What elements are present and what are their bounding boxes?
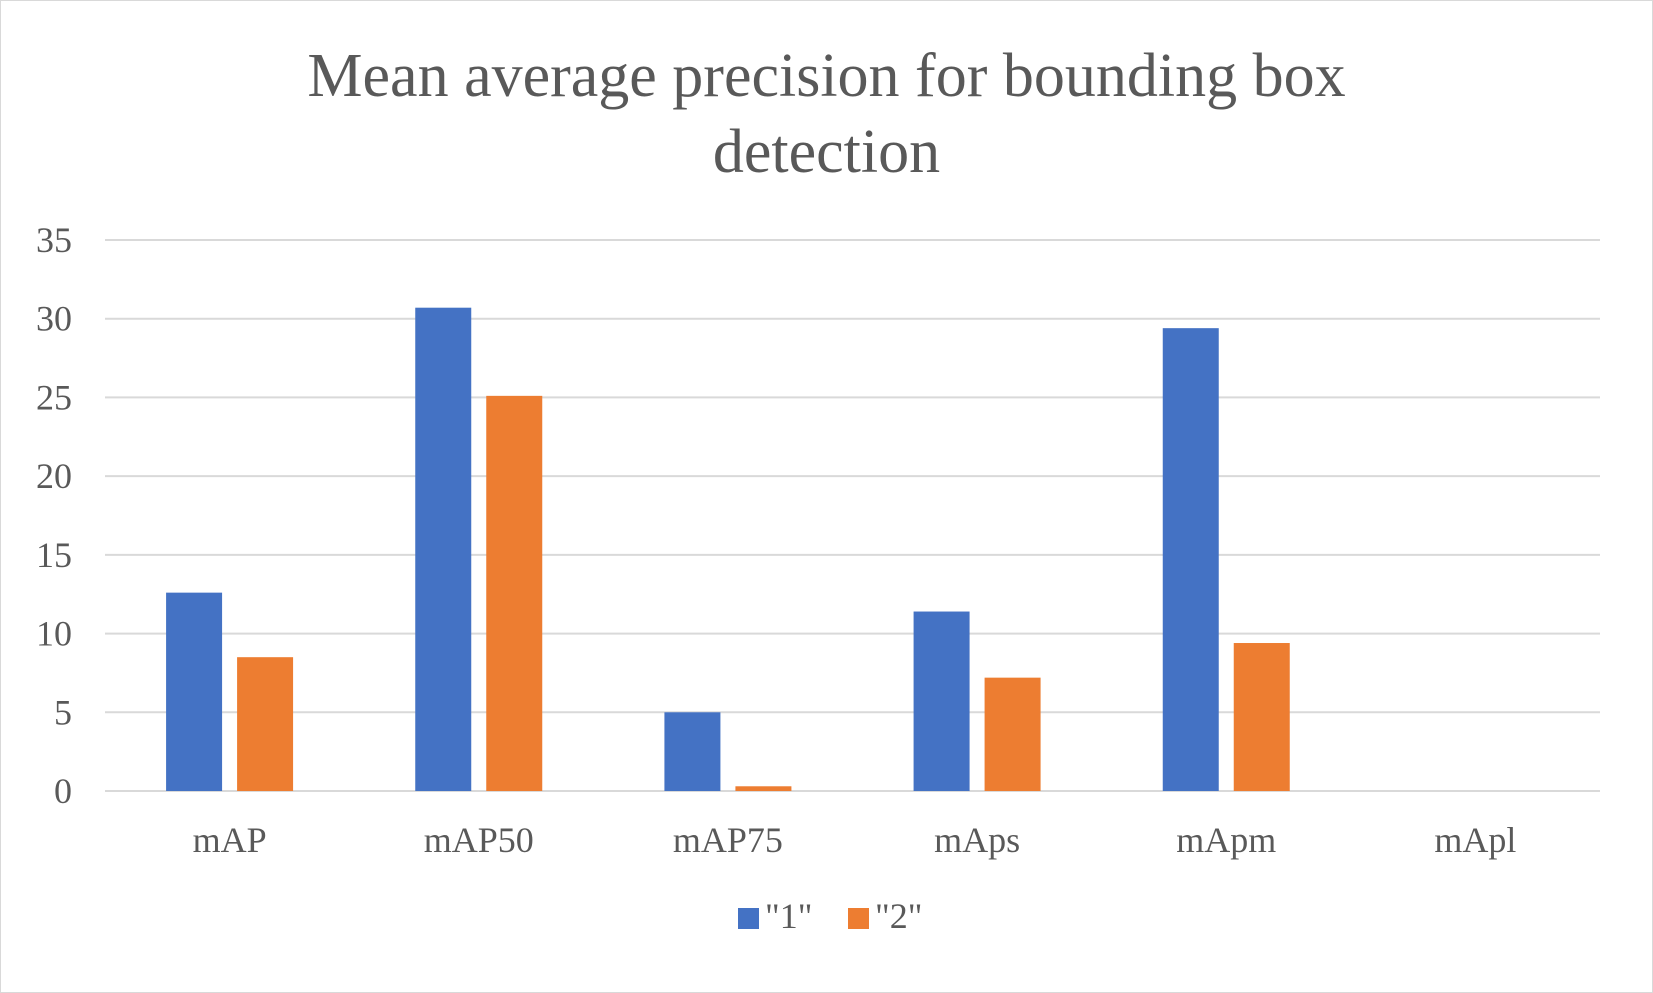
gridlines	[105, 239, 1600, 792]
y-axis: 0 5 10 15 20 25 30 35	[36, 220, 72, 811]
y-tick-label: 15	[36, 535, 72, 575]
bar-mApm-series-1	[1162, 328, 1219, 791]
chart-title-line-1: Mean average precision for bounding box	[307, 42, 1346, 110]
bar-mAps-series-1	[913, 611, 970, 791]
y-tick-label: 30	[36, 299, 72, 339]
bar-mAP50-series-1	[415, 307, 472, 791]
y-tick-label: 35	[36, 220, 72, 260]
y-tick-label: 10	[36, 614, 72, 654]
legend-swatch-2	[848, 908, 869, 929]
y-tick-label: 5	[54, 692, 72, 732]
x-tick-label: mAP75	[673, 820, 783, 860]
bar-mAP75-series-1	[664, 712, 721, 791]
bar-mApm-series-2	[1233, 643, 1290, 791]
bar-mAP-series-1	[166, 592, 223, 791]
bar-mAP75-series-2	[735, 786, 792, 791]
legend-label-1: "1"	[765, 896, 812, 936]
x-axis: mAP mAP50 mAP75 mAps mApm mApl	[193, 820, 1517, 860]
y-tick-label: 20	[36, 456, 72, 496]
x-tick-label: mAps	[934, 820, 1020, 860]
y-tick-label: 25	[36, 377, 72, 417]
x-tick-label: mApm	[1176, 820, 1276, 860]
chart-title-line-2: detection	[712, 118, 941, 186]
bar-mAP50-series-2	[486, 395, 543, 791]
x-tick-label: mAP	[193, 820, 267, 860]
legend-swatch-1	[738, 908, 759, 929]
bar-mAP-series-2	[237, 657, 294, 791]
chart-title: Mean average precision for bounding box …	[0, 38, 1653, 190]
bar-mAps-series-2	[984, 677, 1041, 791]
x-tick-label: mApl	[1434, 820, 1516, 860]
x-tick-label: mAP50	[424, 820, 534, 860]
legend: "1" "2"	[738, 896, 922, 936]
bars	[166, 307, 1290, 791]
legend-label-2: "2"	[875, 896, 922, 936]
y-tick-label: 0	[54, 771, 72, 811]
